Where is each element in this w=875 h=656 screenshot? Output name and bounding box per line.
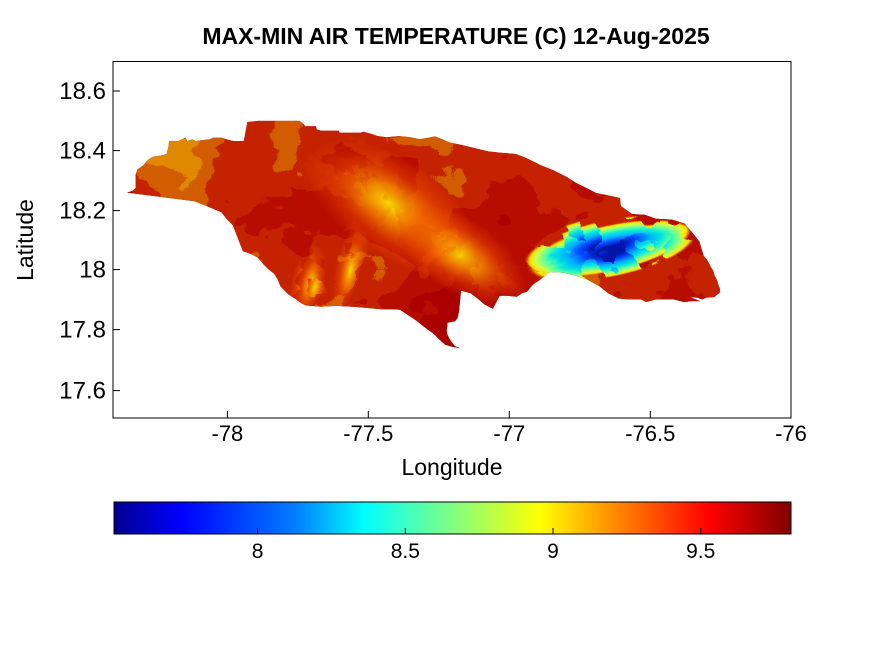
svg-text:18.6: 18.6 (59, 78, 106, 105)
svg-text:Longitude: Longitude (401, 454, 502, 480)
svg-text:17.8: 17.8 (59, 317, 106, 344)
svg-text:-77.5: -77.5 (343, 421, 393, 446)
svg-text:-77: -77 (493, 421, 525, 446)
svg-text:9: 9 (547, 540, 559, 563)
svg-text:MAX-MIN AIR TEMPERATURE (C) 12: MAX-MIN AIR TEMPERATURE (C) 12-Aug-2025 (202, 23, 710, 49)
svg-text:-76.5: -76.5 (625, 421, 675, 446)
svg-text:8.5: 8.5 (391, 540, 420, 563)
svg-text:-76: -76 (775, 421, 807, 446)
svg-text:Latitude: Latitude (12, 199, 38, 281)
svg-text:18.4: 18.4 (59, 138, 106, 165)
svg-text:-78: -78 (212, 421, 244, 446)
svg-text:9.5: 9.5 (686, 540, 715, 563)
svg-text:8: 8 (252, 540, 264, 563)
svg-text:17.6: 17.6 (59, 378, 106, 405)
svg-text:18: 18 (79, 257, 106, 284)
svg-text:18.2: 18.2 (59, 198, 106, 225)
